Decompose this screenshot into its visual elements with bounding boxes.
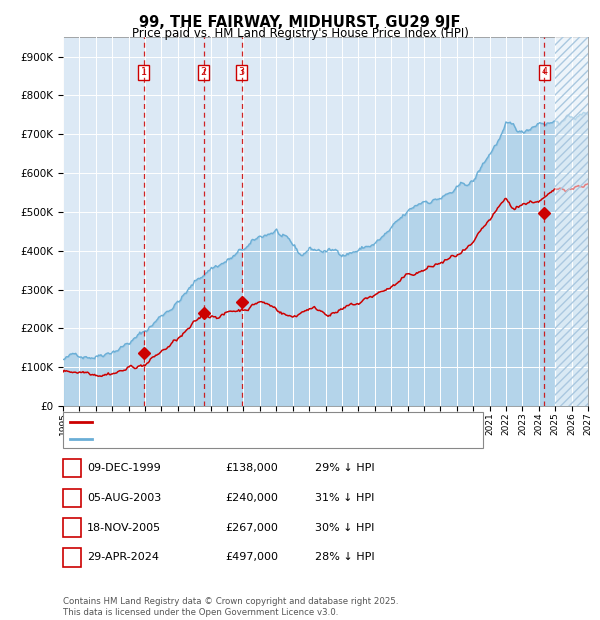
Text: 3: 3 bbox=[68, 523, 76, 533]
Text: £138,000: £138,000 bbox=[225, 463, 278, 473]
Text: £497,000: £497,000 bbox=[225, 552, 278, 562]
Text: Price paid vs. HM Land Registry's House Price Index (HPI): Price paid vs. HM Land Registry's House … bbox=[131, 27, 469, 40]
Text: 09-DEC-1999: 09-DEC-1999 bbox=[87, 463, 161, 473]
Text: 29-APR-2024: 29-APR-2024 bbox=[87, 552, 159, 562]
Text: 2: 2 bbox=[200, 67, 207, 77]
Polygon shape bbox=[555, 37, 588, 406]
Text: 30% ↓ HPI: 30% ↓ HPI bbox=[315, 523, 374, 533]
Text: 99, THE FAIRWAY, MIDHURST, GU29 9JF: 99, THE FAIRWAY, MIDHURST, GU29 9JF bbox=[139, 16, 461, 30]
Text: 1: 1 bbox=[68, 463, 76, 473]
Text: 2: 2 bbox=[68, 493, 76, 503]
Text: £240,000: £240,000 bbox=[225, 493, 278, 503]
Text: 18-NOV-2005: 18-NOV-2005 bbox=[87, 523, 161, 533]
Text: 1: 1 bbox=[140, 67, 147, 77]
Text: 99, THE FAIRWAY, MIDHURST, GU29 9JF (detached house): 99, THE FAIRWAY, MIDHURST, GU29 9JF (det… bbox=[94, 417, 392, 427]
Text: 4: 4 bbox=[541, 67, 547, 77]
Text: 4: 4 bbox=[68, 552, 76, 562]
Text: 29% ↓ HPI: 29% ↓ HPI bbox=[315, 463, 374, 473]
Text: 05-AUG-2003: 05-AUG-2003 bbox=[87, 493, 161, 503]
Text: 31% ↓ HPI: 31% ↓ HPI bbox=[315, 493, 374, 503]
Text: Contains HM Land Registry data © Crown copyright and database right 2025.
This d: Contains HM Land Registry data © Crown c… bbox=[63, 598, 398, 617]
Text: £267,000: £267,000 bbox=[225, 523, 278, 533]
Text: HPI: Average price, detached house, Chichester: HPI: Average price, detached house, Chic… bbox=[94, 433, 343, 444]
Text: 28% ↓ HPI: 28% ↓ HPI bbox=[315, 552, 374, 562]
Text: 3: 3 bbox=[238, 67, 245, 77]
